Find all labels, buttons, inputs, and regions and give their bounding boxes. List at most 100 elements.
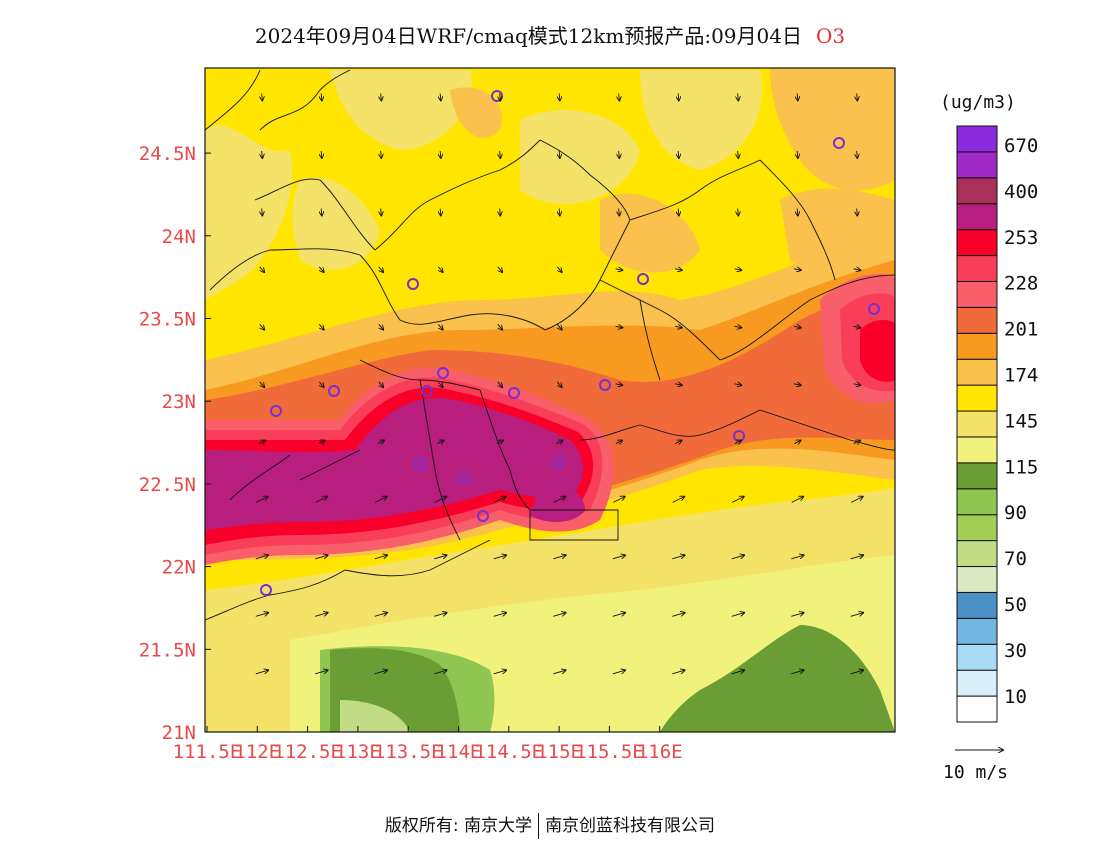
wind-arrow: [731, 497, 744, 503]
wind-arrow: [672, 497, 685, 503]
wind-arrow: [434, 497, 447, 503]
wind-arrow: [791, 670, 803, 675]
wind-arrow: [612, 670, 625, 675]
legend-swatch: [956, 643, 998, 671]
wind-arrow: [557, 266, 561, 272]
wind-arrow: [434, 555, 446, 560]
wind-arrow: [315, 670, 327, 675]
wind-arrow: [853, 326, 861, 327]
wind-arrow: [374, 670, 387, 675]
wind-arrow: [381, 150, 382, 158]
wind-arrow: [440, 208, 441, 216]
wind-arrow: [381, 93, 382, 101]
y-tick-label: 22.5N: [139, 474, 196, 496]
wind-arrow: [734, 440, 741, 443]
wind-arrow: [381, 208, 382, 216]
wind-arrow: [379, 266, 383, 272]
wind-arrow: [850, 613, 863, 617]
wind-arrow: [498, 324, 502, 329]
wind-arrow: [319, 381, 323, 387]
wind-arrow: [496, 440, 503, 443]
wind-arrow: [559, 208, 560, 216]
wind-arrow: [615, 269, 623, 270]
wind-arrow: [379, 381, 383, 387]
wind-arrow: [857, 208, 858, 216]
wind-arrow: [797, 208, 798, 216]
wind-arrow: [731, 670, 744, 675]
wind-arrow: [260, 381, 264, 387]
wind-arrow: [615, 384, 623, 385]
legend-swatch: [956, 514, 998, 542]
wind-arrow: [559, 93, 560, 101]
legend-label: 70: [1004, 548, 1027, 570]
legend-swatch: [956, 384, 998, 412]
wind-arrow: [255, 613, 268, 617]
wind-arrow: [853, 269, 861, 270]
map-title: 2024年09月04日WRF/cmaq模式12km预报产品:09月04日 O3: [0, 20, 1100, 49]
copyright-footer: 版权所有: 南京大学 南京创蓝科技有限公司: [0, 811, 1100, 839]
wind-arrow: [674, 384, 682, 385]
wind-arrow: [557, 381, 561, 387]
legend-swatch: [956, 177, 998, 205]
wind-arrow: [678, 150, 679, 158]
legend-label: 115: [1004, 456, 1038, 478]
legend-swatch: [956, 566, 998, 593]
x-tick-label: 114.5E: [474, 741, 543, 763]
y-tick-label: 23.5N: [139, 309, 196, 331]
x-tick-label: 114E: [436, 741, 482, 763]
wind-arrow: [315, 613, 327, 617]
x-tick-label: 113E: [335, 741, 381, 763]
wind-arrow: [374, 497, 387, 503]
wind-arrow: [440, 150, 441, 158]
wind-arrow: [556, 440, 562, 443]
wind-arrow: [493, 555, 506, 560]
x-tick-label: 116E: [637, 741, 683, 763]
wind-arrow: [438, 324, 442, 329]
copyright-company: 南京创蓝科技有限公司: [545, 816, 716, 836]
y-tick-label: 24.5N: [139, 143, 196, 165]
wind-arrow: [672, 670, 684, 675]
x-tick-label: 112E: [234, 741, 280, 763]
wind-arrow: [857, 150, 858, 158]
wind-arrow: [793, 269, 801, 270]
wind-arrow: [437, 440, 443, 443]
wind-arrow: [850, 670, 863, 675]
wind-arrow: [319, 324, 323, 329]
wind-arrow: [500, 93, 501, 101]
legend-swatch: [956, 617, 998, 645]
legend: (ug/m3) 670 400 253 228 201 174 145 115 90 70 50 30…: [940, 92, 1038, 723]
y-tick-label: 22N: [162, 557, 196, 579]
legend-swatch: [956, 540, 998, 568]
y-tick-label: 24N: [162, 226, 196, 248]
wind-arrow: [619, 150, 620, 158]
wind-arrow: [791, 613, 803, 617]
wind-arrow: [853, 384, 861, 385]
wind-arrow: [672, 555, 684, 560]
wind-arrow: [377, 440, 384, 443]
legend-swatch: [956, 462, 998, 490]
y-tick-label: 21N: [162, 722, 196, 744]
wind-arrow: [857, 93, 858, 101]
legend-label: 400: [1004, 181, 1038, 203]
wind-arrow: [678, 208, 679, 216]
wind-arrow: [262, 150, 263, 158]
monitoring-sites: [260, 90, 880, 596]
wind-arrow: [255, 497, 268, 503]
wind-arrow: [794, 440, 800, 443]
wind-arrow: [674, 326, 682, 327]
wind-arrow: [553, 555, 565, 560]
wind-arrow: [498, 266, 502, 272]
wind-arrow: [379, 324, 383, 329]
wind-arrow: [678, 93, 679, 101]
legend-swatch: [956, 332, 998, 360]
wind-arrow: [615, 326, 623, 327]
wind-arrow: [615, 440, 622, 443]
wind-arrow: [315, 555, 327, 560]
wind-arrow: [318, 440, 324, 443]
wind-arrow: [738, 208, 739, 216]
concentration-field: [205, 68, 895, 732]
legend-label: 670: [1004, 135, 1038, 157]
wind-arrow: [672, 613, 684, 617]
wind-reference: 10 m/s: [943, 750, 1008, 783]
wind-arrow: [734, 384, 742, 385]
